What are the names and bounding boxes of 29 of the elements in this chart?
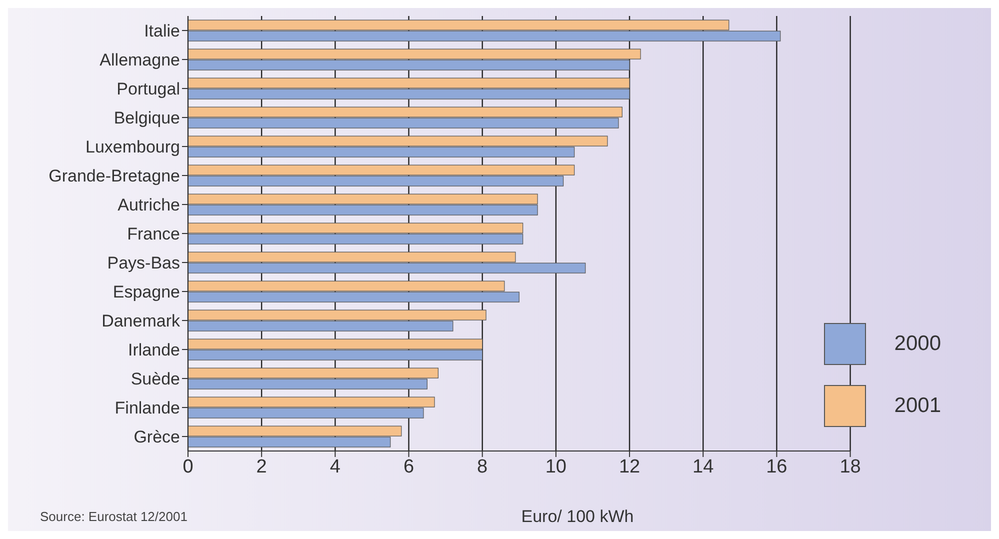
legend-label: 2000	[894, 332, 941, 356]
y-tick-label: Autriche	[118, 196, 180, 215]
y-tick-label: Allemagne	[100, 50, 180, 70]
y-tick-label: Suède	[130, 370, 180, 389]
x-tick-label: 4	[330, 456, 341, 478]
x-tick-label: 0	[182, 456, 194, 478]
y-tick-label: Danemark	[102, 312, 180, 331]
y-tick-label: Irlande	[128, 340, 180, 360]
y-tick-label: Pays-Bas	[107, 254, 180, 273]
x-tick-label: 18	[840, 456, 861, 478]
y-tick-label: Luxembourg	[85, 138, 180, 157]
y-tick-label: Italie	[144, 22, 180, 41]
y-tick-label: Grande-Bretagne	[48, 166, 180, 186]
x-tick-label: 16	[766, 456, 788, 478]
x-tick-label: 6	[403, 456, 414, 478]
y-tick-label: Espagne	[112, 282, 180, 302]
y-tick-label: Finlande	[114, 398, 180, 418]
x-tick-label: 10	[545, 456, 567, 478]
y-tick-label: France	[127, 224, 180, 244]
source-note: Source: Eurostat 12/2001	[40, 509, 188, 524]
x-tick-label: 2	[256, 456, 267, 478]
x-tick-label: 8	[477, 456, 488, 478]
x-axis-title: Euro/ 100 kWh	[520, 507, 635, 527]
x-tick-label: 12	[618, 456, 640, 478]
y-tick-label: Belgique	[114, 108, 180, 128]
y-tick-label: Portugal	[116, 80, 180, 99]
x-tick-label: 14	[692, 456, 714, 478]
legend-label: 2001	[894, 394, 941, 418]
y-tick-label: Grèce	[134, 428, 180, 447]
